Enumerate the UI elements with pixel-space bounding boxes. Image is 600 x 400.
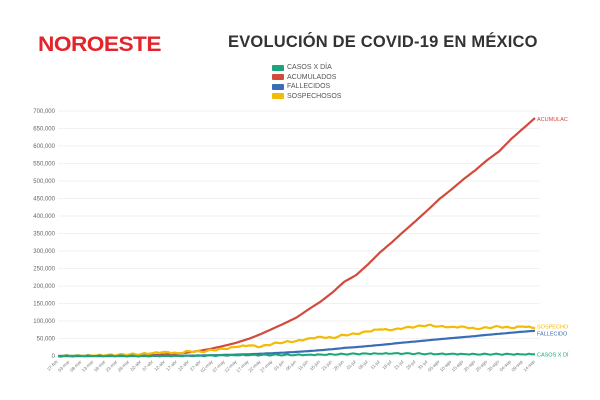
y-tick-label: 500,000: [33, 179, 55, 185]
legend-swatch-sospechosos: [272, 93, 284, 100]
y-tick-label: 600,000: [33, 144, 55, 150]
chart-legend: CASOS X DÍA ACUMULADOS FALLECIDOS SOSPEC…: [272, 63, 341, 101]
x-tick-label: 23-mar: [105, 359, 119, 373]
y-tick-label: 50,000: [37, 337, 56, 343]
x-tick-label: 17-abr: [165, 359, 178, 372]
noroeste-logo: NOROESTE: [38, 33, 162, 56]
end-label: ACUMULAC: [537, 117, 568, 123]
x-tick-label: 15-ago: [451, 359, 465, 373]
x-tick-label: 04-sep: [499, 359, 513, 373]
x-tick-label: 01-jul: [346, 359, 357, 370]
x-tick-label: 06-jun: [285, 359, 298, 372]
y-tick-label: 400,000: [33, 214, 55, 220]
y-tick-label: 350,000: [33, 232, 55, 238]
y-tick-label: 550,000: [33, 162, 55, 168]
y-tick-label: 100,000: [33, 319, 55, 325]
x-tick-label: 01-jun: [273, 359, 286, 372]
legend-label-sospechosos: SOSPECHOSOS: [287, 92, 342, 100]
y-tick-label: 300,000: [33, 249, 55, 255]
x-tick-label: 06-jul: [357, 359, 368, 370]
y-tick-label: 150,000: [33, 302, 55, 308]
series-line-casos-x-día: [57, 352, 536, 358]
x-axis: 27-feb03-mar08-mar13-mar18-mar23-mar28-m…: [46, 359, 536, 374]
x-tick-label: 22-abr: [177, 359, 190, 372]
x-tick-label: 10-ago: [439, 359, 453, 373]
y-tick-label: 250,000: [33, 267, 55, 273]
series-line-fallecidos: [58, 329, 536, 358]
x-tick-label: 02-abr: [129, 359, 142, 372]
x-tick-label: 20-ago: [463, 359, 477, 373]
series-line-sospechosos: [57, 323, 536, 358]
x-tick-label: 11-jun: [297, 359, 309, 371]
legend-item-acumulados[interactable]: ACUMULADOS: [272, 73, 341, 83]
legend-swatch-casos: [272, 64, 284, 71]
x-tick-label: 05-ago: [427, 359, 441, 373]
x-tick-label: 21-jul: [393, 359, 404, 370]
series-line-acumulados: [58, 117, 536, 358]
x-tick-label: 26-jun: [333, 359, 346, 372]
x-tick-label: 07-abr: [141, 359, 154, 372]
x-tick-label: 16-jun: [309, 359, 322, 372]
end-label: FALLECIDO: [537, 331, 568, 337]
legend-label-casos: CASOS X DÍA: [287, 64, 332, 72]
x-tick-label: 14-sep: [522, 359, 536, 373]
legend-item-casos[interactable]: CASOS X DÍA: [272, 63, 341, 73]
y-tick-label: 200,000: [33, 284, 55, 290]
x-tick-label: 12-abr: [153, 359, 166, 372]
x-tick-label: 30-ago: [486, 359, 500, 373]
x-tick-label: 21-jun: [321, 359, 334, 372]
y-tick-label: 450,000: [33, 197, 55, 203]
grid-layer: [58, 110, 540, 357]
chart-title: EVOLUCIÓN DE COVID-19 EN MÉXICO: [228, 33, 538, 51]
x-tick-label: 11-jul: [370, 359, 381, 370]
y-tick-label: 650,000: [33, 127, 55, 133]
x-tick-label: 16-jul: [381, 359, 392, 370]
legend-label-acumulados: ACUMULADOS: [287, 73, 337, 81]
x-tick-label: 18-mar: [93, 359, 107, 373]
legend-label-fallecidos: FALLECIDOS: [287, 83, 331, 91]
y-axis: 0 50,000 100,000 150,000 200,000 250,000 300,0…: [33, 109, 55, 360]
y-tick-label: 0: [52, 354, 56, 360]
x-tick-label: 25-ago: [475, 359, 489, 373]
x-tick-label: 08-mar: [69, 359, 83, 373]
x-tick-label: 26-jul: [405, 359, 416, 370]
x-tick-label: 03-mar: [57, 359, 71, 373]
x-tick-label: 27-may: [259, 359, 274, 374]
legend-item-fallecidos[interactable]: FALLECIDOS: [272, 82, 341, 92]
end-label: CASOS X DÍ: [537, 351, 569, 358]
x-tick-label: 13-mar: [81, 359, 95, 373]
end-label: SOSPECHO: [537, 325, 569, 331]
legend-item-sospechosos[interactable]: SOSPECHOSOS: [272, 92, 341, 102]
x-tick-label: 09-sep: [511, 359, 525, 373]
series-layer: [57, 117, 536, 358]
y-tick-label: 700,000: [33, 109, 55, 115]
x-tick-label: 28-mar: [117, 359, 131, 373]
legend-swatch-fallecidos: [272, 83, 284, 90]
legend-swatch-acumulados: [272, 74, 284, 81]
x-tick-label: 31-jul: [417, 359, 428, 370]
